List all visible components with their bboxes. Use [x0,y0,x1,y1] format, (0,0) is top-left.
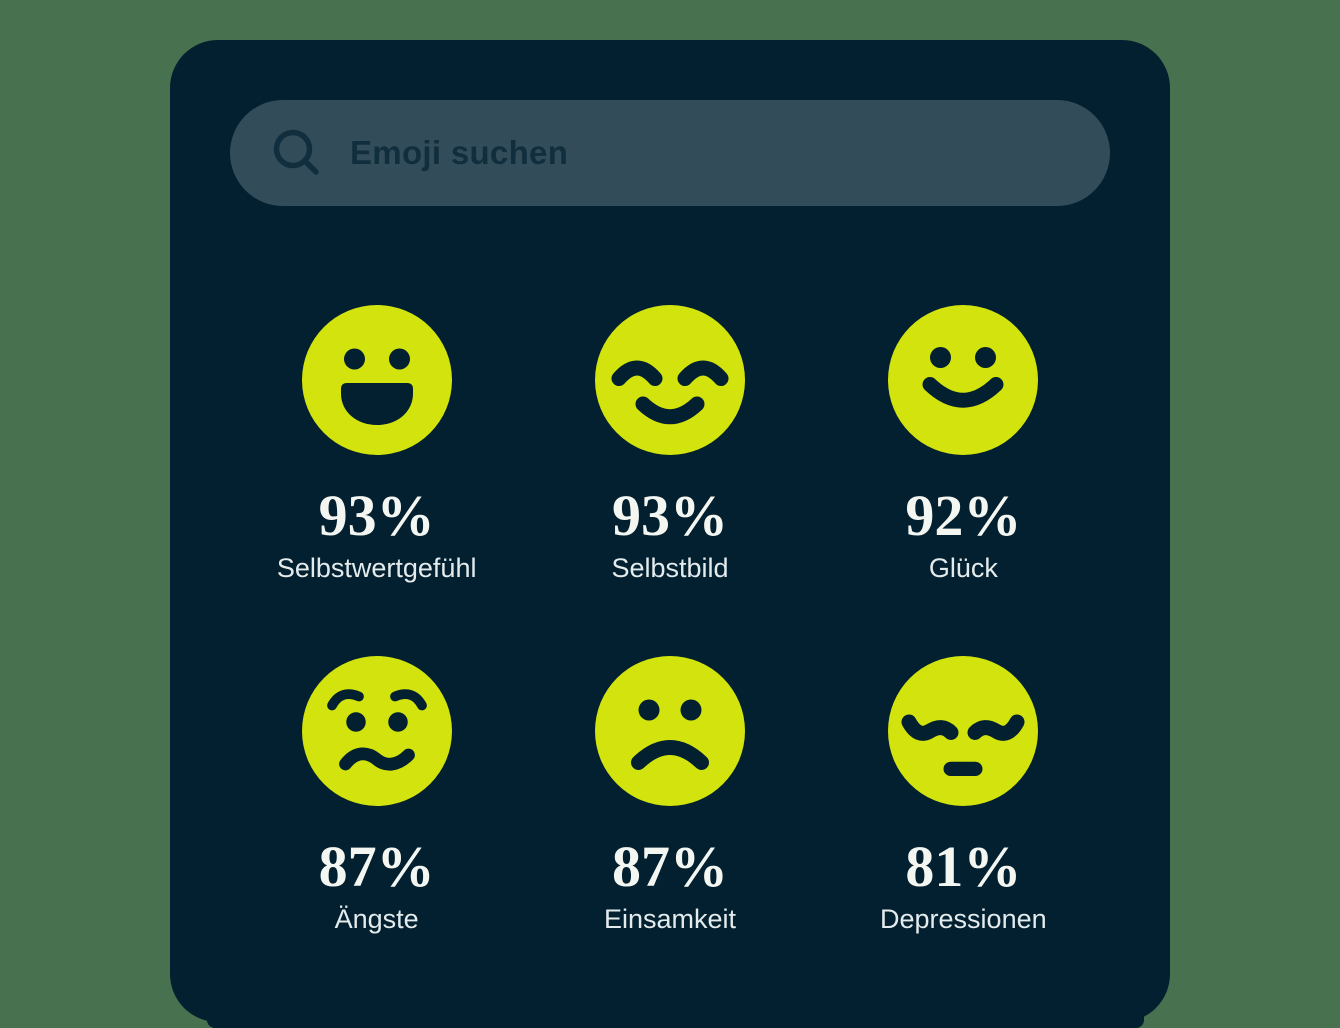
relieved-smiling-face-icon[interactable] [594,305,745,455]
grinning-face-icon[interactable] [301,305,452,455]
stat-cell: 93% Selbstwertgefühl [276,305,477,583]
stat-percent: 87% [318,834,435,899]
stat-cell: 93% Selbstbild [594,305,745,583]
smiling-face-icon[interactable] [888,305,1039,455]
stat-label: Einsamkeit [603,904,736,934]
search-bar[interactable] [230,100,1110,206]
stat-cell: 81% Depressionen [880,656,1047,933]
stat-percent: 92% [905,483,1022,548]
stats-grid: 93% Selbstwertgefühl 93% Selbstbild [230,305,1110,933]
stat-percent: 93% [611,483,728,548]
anxious-face-icon[interactable] [301,656,452,806]
stat-percent: 81% [905,834,1022,899]
frowning-face-icon[interactable] [594,656,745,806]
pensive-face-icon[interactable] [888,656,1039,806]
stat-percent: 93% [318,483,435,548]
stat-label: Selbstbild [611,553,729,583]
stat-label: Ängste [334,904,419,934]
stat-label: Glück [928,553,998,583]
stat-percent: 87% [611,834,728,899]
stat-cell: 87% Ängste [301,656,452,934]
stat-label: Selbstwertgefühl [276,553,477,583]
stat-label: Depressionen [880,904,1047,934]
search-icon [273,129,319,175]
stat-cell: 87% Einsamkeit [594,656,745,934]
emoji-card: 93% Selbstwertgefühl 93% Selbstbild [170,40,1170,1022]
stat-cell: 92% Glück [888,305,1039,583]
search-input[interactable] [350,134,1080,172]
